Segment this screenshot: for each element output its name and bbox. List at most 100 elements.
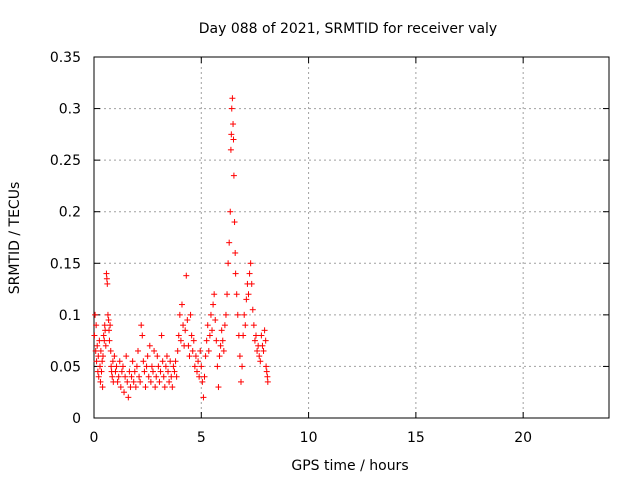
data-point <box>231 219 238 226</box>
data-point <box>194 368 200 375</box>
data-point <box>176 311 183 318</box>
data-point <box>103 275 110 282</box>
y-tick-label: 0.25 <box>50 153 81 169</box>
data-point <box>209 327 216 334</box>
y-tick-label: 0.3 <box>59 102 81 118</box>
data-point <box>246 270 253 277</box>
data-point <box>93 358 100 365</box>
data-point <box>109 373 116 380</box>
data-point <box>116 358 123 365</box>
data-point <box>228 131 235 138</box>
data-point <box>174 347 181 354</box>
data-point <box>100 332 107 339</box>
data-point <box>97 347 104 354</box>
data-point <box>134 347 141 354</box>
data-points <box>91 95 271 401</box>
data-point <box>140 358 147 365</box>
data-point <box>204 322 211 329</box>
y-tick-label: 0.15 <box>50 256 81 272</box>
data-point <box>250 322 257 329</box>
data-point <box>187 311 194 318</box>
data-point <box>180 322 187 329</box>
data-point <box>119 363 126 370</box>
data-point <box>99 384 106 391</box>
data-point <box>169 384 176 391</box>
data-point <box>190 337 197 344</box>
data-point <box>101 337 108 344</box>
data-point <box>237 378 244 385</box>
data-point <box>201 373 208 380</box>
data-point <box>233 291 240 298</box>
data-point <box>248 280 255 287</box>
data-point <box>118 368 125 375</box>
data-point <box>203 337 210 344</box>
data-point <box>254 347 261 354</box>
y-tick-label: 0.35 <box>50 50 81 66</box>
data-point <box>144 353 151 360</box>
data-point <box>97 363 104 370</box>
data-point <box>145 373 152 380</box>
data-point <box>173 373 180 380</box>
data-point <box>126 368 133 375</box>
data-point <box>153 373 160 380</box>
data-point <box>196 373 203 380</box>
data-point <box>136 373 143 380</box>
data-point <box>210 301 217 308</box>
x-tick-label: 15 <box>407 430 425 446</box>
data-point <box>114 378 121 385</box>
data-point <box>92 311 99 318</box>
data-point <box>161 384 168 391</box>
data-point <box>150 368 157 375</box>
data-point <box>157 368 164 375</box>
y-tick-labels: 0 0.05 0.1 0.15 0.2 0.25 0.3 0.35 <box>50 50 81 427</box>
data-point <box>240 332 247 339</box>
data-point <box>117 384 124 391</box>
data-point <box>156 378 163 385</box>
data-point <box>98 368 105 375</box>
data-point <box>177 337 184 344</box>
data-point <box>106 327 113 334</box>
data-point <box>129 358 136 365</box>
data-point <box>97 378 104 385</box>
data-point <box>162 363 169 370</box>
data-point <box>226 239 233 246</box>
data-point <box>251 337 258 344</box>
data-point <box>115 373 122 380</box>
data-point <box>152 384 159 391</box>
data-point <box>225 260 232 267</box>
data-point <box>232 270 239 277</box>
data-point <box>218 327 225 334</box>
data-point <box>227 146 234 153</box>
data-point <box>262 337 269 344</box>
x-tick-label: 20 <box>514 430 532 446</box>
data-point <box>258 332 265 339</box>
data-point <box>257 358 264 365</box>
data-point <box>216 353 223 360</box>
data-point <box>191 363 198 370</box>
data-point <box>239 363 246 370</box>
data-point <box>205 347 212 354</box>
data-point <box>175 332 182 339</box>
data-point <box>107 347 114 354</box>
data-point <box>211 291 218 298</box>
data-point <box>221 322 228 329</box>
data-point <box>163 353 170 360</box>
data-point <box>263 368 270 375</box>
data-point <box>104 280 111 287</box>
data-point <box>151 347 158 354</box>
data-point <box>107 322 114 329</box>
data-point <box>189 347 196 354</box>
data-point <box>147 378 154 385</box>
data-point <box>166 378 173 385</box>
data-point <box>137 378 144 385</box>
data-point <box>121 389 128 396</box>
data-point <box>168 373 175 380</box>
data-point <box>103 270 110 277</box>
data-point <box>167 358 174 365</box>
data-point <box>165 368 172 375</box>
y-tick-label: 0.1 <box>59 308 81 324</box>
data-point <box>148 363 155 370</box>
data-point <box>132 384 139 391</box>
data-point <box>214 363 221 370</box>
